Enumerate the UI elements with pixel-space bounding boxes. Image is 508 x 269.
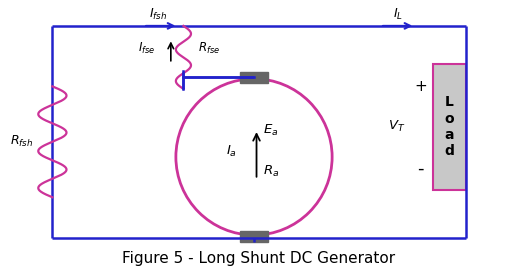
- Text: $R_{fse}$: $R_{fse}$: [198, 41, 219, 56]
- Text: $I_{fse}$: $I_{fse}$: [138, 41, 156, 56]
- Text: $V_T$: $V_T$: [388, 119, 405, 134]
- Text: $I_L$: $I_L$: [393, 7, 403, 22]
- Text: L
o
a
d: L o a d: [444, 95, 454, 158]
- FancyBboxPatch shape: [433, 64, 466, 190]
- Text: $E_a$: $E_a$: [263, 123, 278, 138]
- Text: Figure 5 - Long Shunt DC Generator: Figure 5 - Long Shunt DC Generator: [122, 251, 396, 266]
- Text: $I_{fsh}$: $I_{fsh}$: [149, 7, 167, 22]
- Text: $R_{fsh}$: $R_{fsh}$: [10, 134, 33, 149]
- Text: +: +: [414, 79, 427, 94]
- Text: $R_a$: $R_a$: [263, 164, 279, 179]
- Bar: [240, 231, 268, 242]
- Bar: [240, 72, 268, 83]
- Text: $I_a$: $I_a$: [226, 144, 237, 160]
- Text: -: -: [417, 160, 424, 178]
